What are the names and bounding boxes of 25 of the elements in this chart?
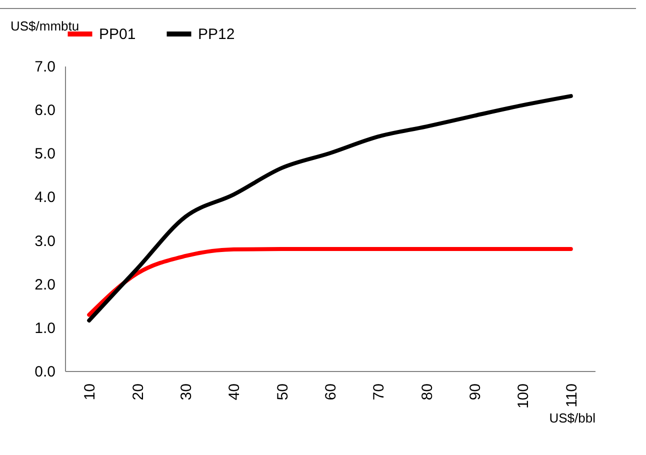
y-tick-label: 1.0 — [34, 320, 56, 337]
y-axis-title: US$/mmbtu — [10, 18, 80, 34]
y-tick-label: 7.0 — [34, 58, 56, 76]
y-tick-label: 5.0 — [34, 146, 56, 163]
y-tick-label: 0.0 — [34, 364, 56, 380]
x-tick-label: 80 — [418, 384, 436, 400]
line-series — [87, 247, 573, 317]
x-tick-label: 40 — [226, 384, 244, 400]
x-tick-label: 50 — [274, 384, 292, 400]
x-tick-label: 100 — [515, 384, 532, 409]
legend-label: PP12 — [198, 26, 235, 43]
x-tick-label: 20 — [130, 384, 147, 400]
y-tick-label: 6.0 — [34, 102, 56, 120]
y-tick-label: 2.0 — [34, 276, 56, 294]
x-tick-label: 10 — [82, 384, 99, 400]
y-tick-label: 4.0 — [34, 189, 56, 206]
x-tick-label: 60 — [322, 384, 340, 400]
x-tick-label: 90 — [467, 384, 484, 400]
line-series — [87, 94, 573, 322]
x-tick-label: 110 — [563, 384, 580, 408]
x-tick-label: 70 — [370, 384, 388, 400]
legend-label: PP01 — [99, 26, 136, 43]
y-tick-label: 3.0 — [34, 232, 56, 250]
x-axis-title: US$/bbl — [549, 410, 596, 426]
x-tick-label: 30 — [178, 384, 195, 400]
